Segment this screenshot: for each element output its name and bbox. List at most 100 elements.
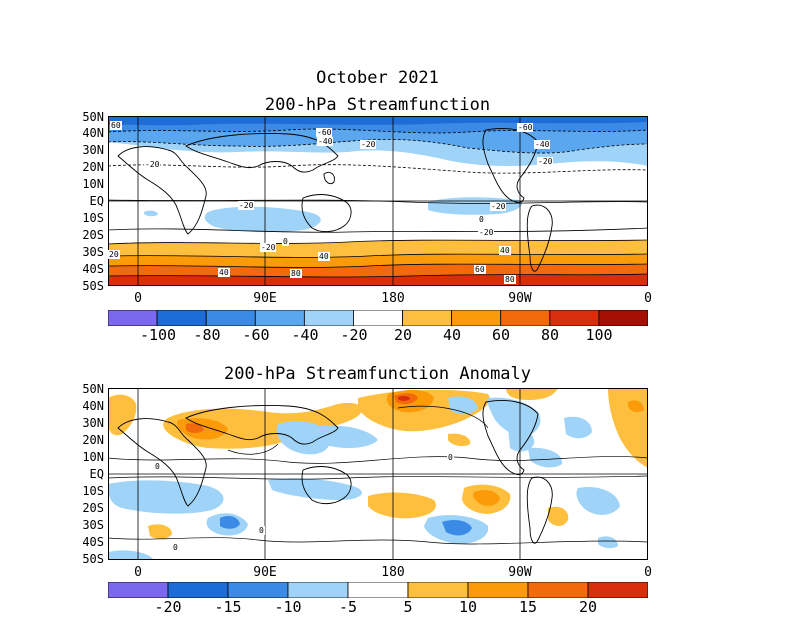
colorbar-swatch xyxy=(402,310,453,326)
colorbar-label: 40 xyxy=(442,326,462,344)
contour-label: -20 xyxy=(360,140,377,149)
contour-label: 40 xyxy=(218,268,230,277)
lat-label: 40S xyxy=(82,262,104,276)
colorbar-swatch xyxy=(353,310,403,326)
lat-label: 20S xyxy=(82,228,104,242)
colorbar-swatch xyxy=(108,310,158,326)
contour-label: 0 xyxy=(282,237,289,246)
colorbar-swatch xyxy=(549,310,600,326)
contour-label: 60 xyxy=(474,265,486,274)
colorbar-label: -40 xyxy=(291,326,319,344)
lat-label: 30S xyxy=(82,518,104,532)
contour-label: -20 xyxy=(478,228,495,237)
contour-label: -20 xyxy=(537,157,554,166)
contour-label: 0 xyxy=(154,462,161,471)
colorbar-label: 20 xyxy=(393,326,413,344)
colorbar-swatch xyxy=(451,310,502,326)
lat-label: 50N xyxy=(82,110,104,124)
lat-label: EQ xyxy=(89,194,104,208)
contour-label: -20 xyxy=(260,243,277,252)
lat-label: 50S xyxy=(82,279,104,293)
lon-label: 0 xyxy=(134,565,142,580)
lat-label: 10S xyxy=(82,484,104,498)
colorbar-label: 100 xyxy=(585,326,613,344)
colorbar-label: 10 xyxy=(458,598,478,616)
lat-label: 30N xyxy=(82,143,104,157)
lat-label: 40S xyxy=(82,535,104,549)
lat-label: 10N xyxy=(82,177,104,191)
contour-label: -40 xyxy=(317,137,334,146)
colorbar-label: -60 xyxy=(242,326,270,344)
lat-label: 10S xyxy=(82,211,104,225)
colorbar-label: -100 xyxy=(139,326,177,344)
contour-label: 80 xyxy=(504,275,516,284)
panel2-title: 200-hPa Streamfunction Anomaly xyxy=(223,364,532,384)
lon-label: 0 xyxy=(134,291,142,306)
lat-label: 30N xyxy=(82,416,104,430)
colorbar-label: -20 xyxy=(340,326,368,344)
colorbar-swatch xyxy=(527,582,589,598)
lon-label: 0 xyxy=(644,565,652,580)
contour-label: -20 xyxy=(144,160,161,169)
colorbar-swatch xyxy=(254,310,305,326)
contour-label: 20 xyxy=(108,250,120,259)
lat-label: 50N xyxy=(82,382,104,396)
contour-label: -20 xyxy=(490,202,507,211)
contour-label: 0 xyxy=(447,453,454,462)
colorbar-label: 5 xyxy=(403,598,413,616)
colorbar-swatch xyxy=(467,582,529,598)
figure-title: October 2021 xyxy=(316,68,439,88)
colorbar-anomaly xyxy=(108,582,648,598)
contour-label: 0 xyxy=(478,215,485,224)
colorbar-label: 20 xyxy=(578,598,598,616)
lat-label: EQ xyxy=(89,467,104,481)
streamfunction-anomaly-map xyxy=(108,388,648,560)
lat-label: 20N xyxy=(82,160,104,174)
contour-label: 0 xyxy=(258,526,265,535)
colorbar-swatch xyxy=(407,582,469,598)
contour-label: -20 xyxy=(238,201,255,210)
colorbar-label: -80 xyxy=(193,326,221,344)
panel1-title: 200-hPa Streamfunction xyxy=(264,95,491,115)
contour-label: 80 xyxy=(290,269,302,278)
colorbar-swatch xyxy=(598,310,648,326)
lon-label: 90E xyxy=(253,291,277,306)
contour-label: 60 xyxy=(110,121,122,130)
contour-label: -40 xyxy=(534,140,551,149)
contour-label: 40 xyxy=(318,252,330,261)
colorbar-swatch xyxy=(156,310,207,326)
lon-label: 90W xyxy=(508,565,532,580)
lat-label: 30S xyxy=(82,245,104,259)
colorbar-swatch xyxy=(227,582,289,598)
colorbar-streamfunction xyxy=(108,310,648,326)
colorbar-label: -5 xyxy=(338,598,358,616)
colorbar-swatch xyxy=(303,310,354,326)
contour-label: -60 xyxy=(316,128,333,137)
lon-label: 180 xyxy=(381,291,405,306)
colorbar-swatch xyxy=(108,582,169,598)
colorbar-swatch xyxy=(205,310,256,326)
colorbar-label: 15 xyxy=(518,598,538,616)
lon-label: 0 xyxy=(644,291,652,306)
lat-label: 10N xyxy=(82,450,104,464)
lon-label: 90W xyxy=(508,291,532,306)
lat-label: 40N xyxy=(82,399,104,413)
lat-label: 50S xyxy=(82,552,104,566)
colorbar-swatch xyxy=(287,582,349,598)
colorbar-label: -15 xyxy=(214,598,242,616)
colorbar-swatch xyxy=(167,582,229,598)
lat-label: 20N xyxy=(82,433,104,447)
lat-label: 40N xyxy=(82,126,104,140)
colorbar-label: 60 xyxy=(491,326,511,344)
colorbar-swatch xyxy=(347,582,409,598)
lat-label: 20S xyxy=(82,501,104,515)
lon-label: 180 xyxy=(381,565,405,580)
contour-label: -60 xyxy=(517,123,534,132)
contour-label: 40 xyxy=(499,246,511,255)
streamfunction-map xyxy=(108,116,648,286)
colorbar-label: 80 xyxy=(540,326,560,344)
colorbar-label: -10 xyxy=(274,598,302,616)
colorbar-label: -20 xyxy=(154,598,182,616)
colorbar-swatch xyxy=(587,582,648,598)
colorbar-swatch xyxy=(500,310,551,326)
